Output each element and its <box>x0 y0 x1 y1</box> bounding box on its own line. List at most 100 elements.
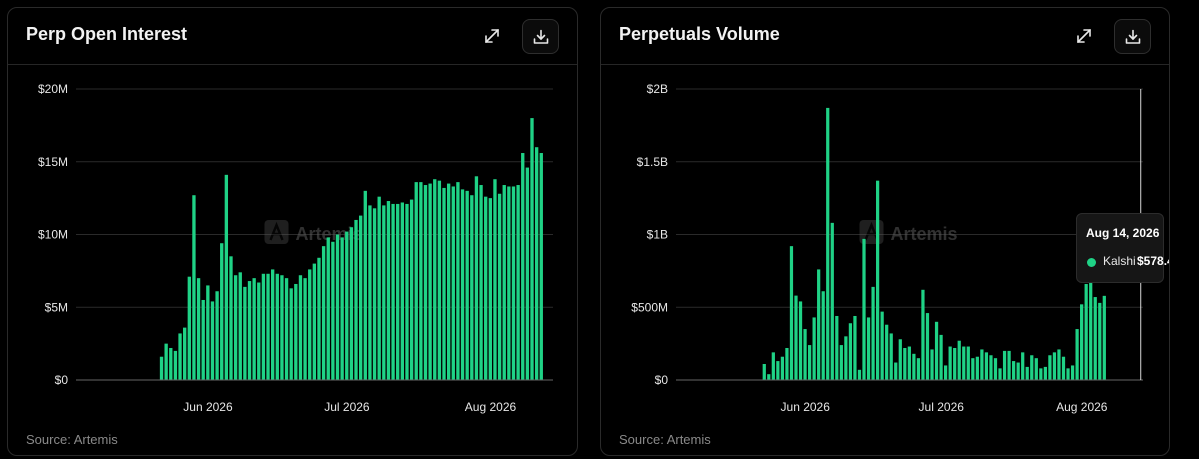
watermark-text: Artemis <box>891 224 958 244</box>
bar <box>470 195 474 380</box>
bar <box>451 186 455 380</box>
bar <box>762 364 766 380</box>
y-tick-label: $2B <box>647 82 668 96</box>
expand-arrows-icon[interactable] <box>1069 21 1099 51</box>
bar <box>414 182 418 380</box>
bar <box>1093 297 1097 380</box>
volume-chart[interactable]: $0 $500M $1B $1.5B $2B Artemis Jun 2026 Jul 202… <box>601 65 1170 425</box>
tooltip-series: Kalshi <box>1103 254 1136 268</box>
bar <box>359 215 363 380</box>
card-title: Perp Open Interest <box>26 24 188 44</box>
bar <box>419 182 423 380</box>
bar <box>817 269 821 380</box>
bar <box>876 180 880 380</box>
bar <box>247 281 252 380</box>
bar <box>534 147 539 380</box>
download-button[interactable] <box>522 19 559 54</box>
bar <box>303 278 307 380</box>
bar <box>980 349 984 380</box>
perpetuals-volume-card: Perpetuals Volume $0 $500M $1B $1.5B $2B Arte… <box>600 7 1170 456</box>
card-title: Perpetuals Volume <box>619 24 780 44</box>
bar <box>530 118 534 380</box>
bar <box>803 329 807 380</box>
bar <box>1084 283 1088 380</box>
bar <box>1102 295 1106 380</box>
bar <box>187 276 191 380</box>
bar <box>1007 350 1011 380</box>
bar <box>1016 362 1020 380</box>
bar <box>821 291 825 380</box>
bar <box>1002 350 1007 380</box>
bar <box>826 107 830 380</box>
bar <box>159 356 164 380</box>
bar <box>368 205 372 380</box>
x-tick-label: Aug 2026 <box>465 400 517 414</box>
bar <box>215 291 219 380</box>
bar <box>1021 352 1025 380</box>
x-tick-label: Jun 2026 <box>781 400 831 414</box>
bar <box>275 273 279 380</box>
x-tick-label: Jul 2026 <box>324 400 370 414</box>
bar <box>789 246 794 380</box>
bar <box>798 301 803 380</box>
bar <box>776 361 780 380</box>
bar <box>173 350 178 380</box>
perp-open-interest-card: Perp Open Interest $0 $5M $10M $15M $20M Arte… <box>7 7 578 456</box>
bar <box>331 241 335 380</box>
bar <box>839 345 843 380</box>
bar <box>201 299 205 380</box>
y-tick-label: $1.5B <box>637 155 668 169</box>
bar <box>1052 352 1057 380</box>
bar <box>294 283 298 380</box>
bar <box>233 275 238 380</box>
bar <box>1030 355 1034 380</box>
watermark-logo-icon <box>264 220 289 244</box>
bar <box>479 185 483 380</box>
bar <box>456 182 460 380</box>
bar <box>516 185 520 380</box>
expand-arrows-icon[interactable] <box>477 21 507 51</box>
hover-tooltip: Aug 14, 2026 Kalshi $578.4M <box>1076 213 1169 283</box>
bar <box>835 315 839 380</box>
bar <box>957 340 961 380</box>
download-icon <box>1124 28 1142 46</box>
bar <box>345 231 349 380</box>
bar <box>229 256 233 380</box>
bar <box>1025 366 1029 380</box>
bar <box>280 275 284 380</box>
y-tick-label: $15M <box>38 155 68 169</box>
bar <box>966 346 970 380</box>
bar <box>396 203 400 380</box>
y-tick-label: $5M <box>45 300 68 314</box>
bar <box>493 179 497 380</box>
bar <box>807 345 812 380</box>
download-button[interactable] <box>1114 19 1151 54</box>
bar <box>502 185 506 380</box>
bar <box>460 189 465 380</box>
bar <box>192 195 196 380</box>
bar <box>525 167 530 380</box>
bar <box>289 288 293 380</box>
bar <box>862 238 866 380</box>
bar <box>934 321 939 380</box>
bar <box>903 347 907 380</box>
bar <box>912 353 916 380</box>
card-header: Perpetuals Volume <box>601 8 1169 65</box>
bar <box>767 374 771 380</box>
bar <box>921 289 925 380</box>
bar <box>335 234 340 380</box>
y-tick-label: $20M <box>38 82 68 96</box>
bar <box>474 176 479 380</box>
bar <box>989 355 993 380</box>
bar <box>423 185 428 380</box>
bar <box>907 346 911 380</box>
bar <box>183 327 187 380</box>
bar <box>308 269 312 380</box>
series-dot-icon <box>1087 258 1096 267</box>
bar <box>409 199 414 380</box>
bar <box>284 278 289 380</box>
bar <box>484 196 488 380</box>
bar <box>446 183 451 380</box>
bar <box>785 347 789 380</box>
